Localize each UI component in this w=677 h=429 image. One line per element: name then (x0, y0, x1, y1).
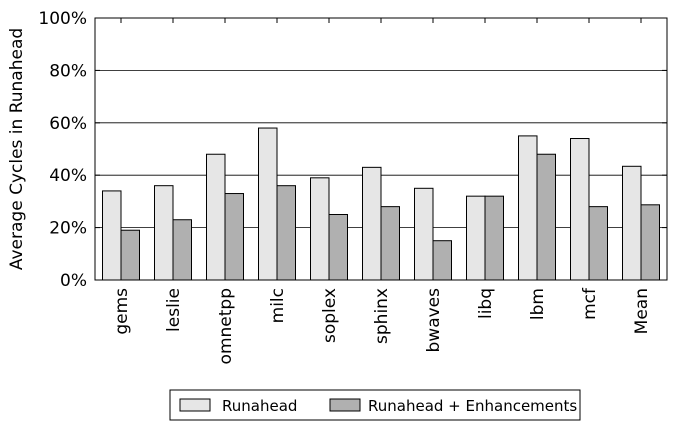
y-tick-label: 100% (38, 9, 87, 29)
x-tick-label: sphinx (372, 288, 392, 344)
x-tick-label: omnetpp (216, 288, 236, 364)
bar-runahead-soplex (310, 177, 330, 281)
bar-runahead-enhancements-omnetpp (224, 193, 244, 281)
x-tick-label: gems (112, 288, 132, 335)
bar-runahead-enhancements-soplex (328, 214, 348, 281)
y-tick-label: 60% (49, 114, 87, 134)
bar-runahead-enhancements-milc (276, 185, 296, 281)
bar-runahead-leslie (154, 185, 174, 281)
bar-runahead-bwaves (414, 187, 434, 281)
bar-runahead-lbm (518, 135, 538, 281)
x-tick-label: lbm (528, 288, 548, 320)
bar-runahead-gems (102, 190, 122, 281)
x-tick-label: Mean (632, 288, 652, 334)
bar-runahead-enhancements-leslie (172, 219, 192, 281)
y-tick-label: 20% (49, 219, 87, 239)
bar-runahead-enhancements-bwaves (432, 240, 452, 281)
x-tick-label: leslie (164, 288, 184, 332)
x-tick-label: mcf (580, 287, 600, 320)
bar-runahead-libq (466, 195, 486, 281)
y-tick-label: 80% (49, 61, 87, 81)
bar-runahead-enhancements-mean (640, 204, 660, 281)
bar-runahead-mcf (570, 138, 590, 281)
legend-swatch-runahead (179, 398, 211, 412)
legend-label-runahead-enhancements: Runahead + Enhancements (368, 397, 577, 415)
legend-box (169, 389, 581, 421)
bar-runahead-mean (622, 165, 642, 281)
y-tick-label: 0% (60, 271, 87, 291)
legend-swatch-runahead-enhancements (329, 398, 361, 412)
x-tick-label: libq (476, 288, 496, 319)
legend-label-runahead: Runahead (222, 397, 297, 415)
bar-runahead-sphinx (362, 166, 382, 281)
bar-runahead-milc (258, 127, 278, 281)
bars (102, 127, 660, 281)
y-tick-label: 40% (49, 166, 87, 186)
bar-runahead-enhancements-libq (484, 195, 504, 281)
bar-runahead-enhancements-mcf (588, 206, 608, 281)
x-tick-label: milc (268, 288, 288, 323)
bar-runahead-enhancements-sphinx (380, 206, 400, 281)
y-axis-ticks: 0% 20% 40% 60% 80% 100% (38, 9, 667, 291)
y-axis-label: Average Cycles in Runahead (7, 28, 27, 270)
x-tick-label: soplex (320, 288, 340, 343)
x-tick-label: bwaves (424, 288, 444, 353)
bar-runahead-omnetpp (206, 153, 226, 281)
bar-runahead-enhancements-lbm (536, 153, 556, 281)
x-axis-ticks: gems leslie omnetpp milc soplex sphinx bwaves l… (112, 18, 652, 364)
bar-runahead-enhancements-gems (120, 229, 140, 281)
legend: Runahead Runahead + Enhancements (169, 389, 581, 421)
